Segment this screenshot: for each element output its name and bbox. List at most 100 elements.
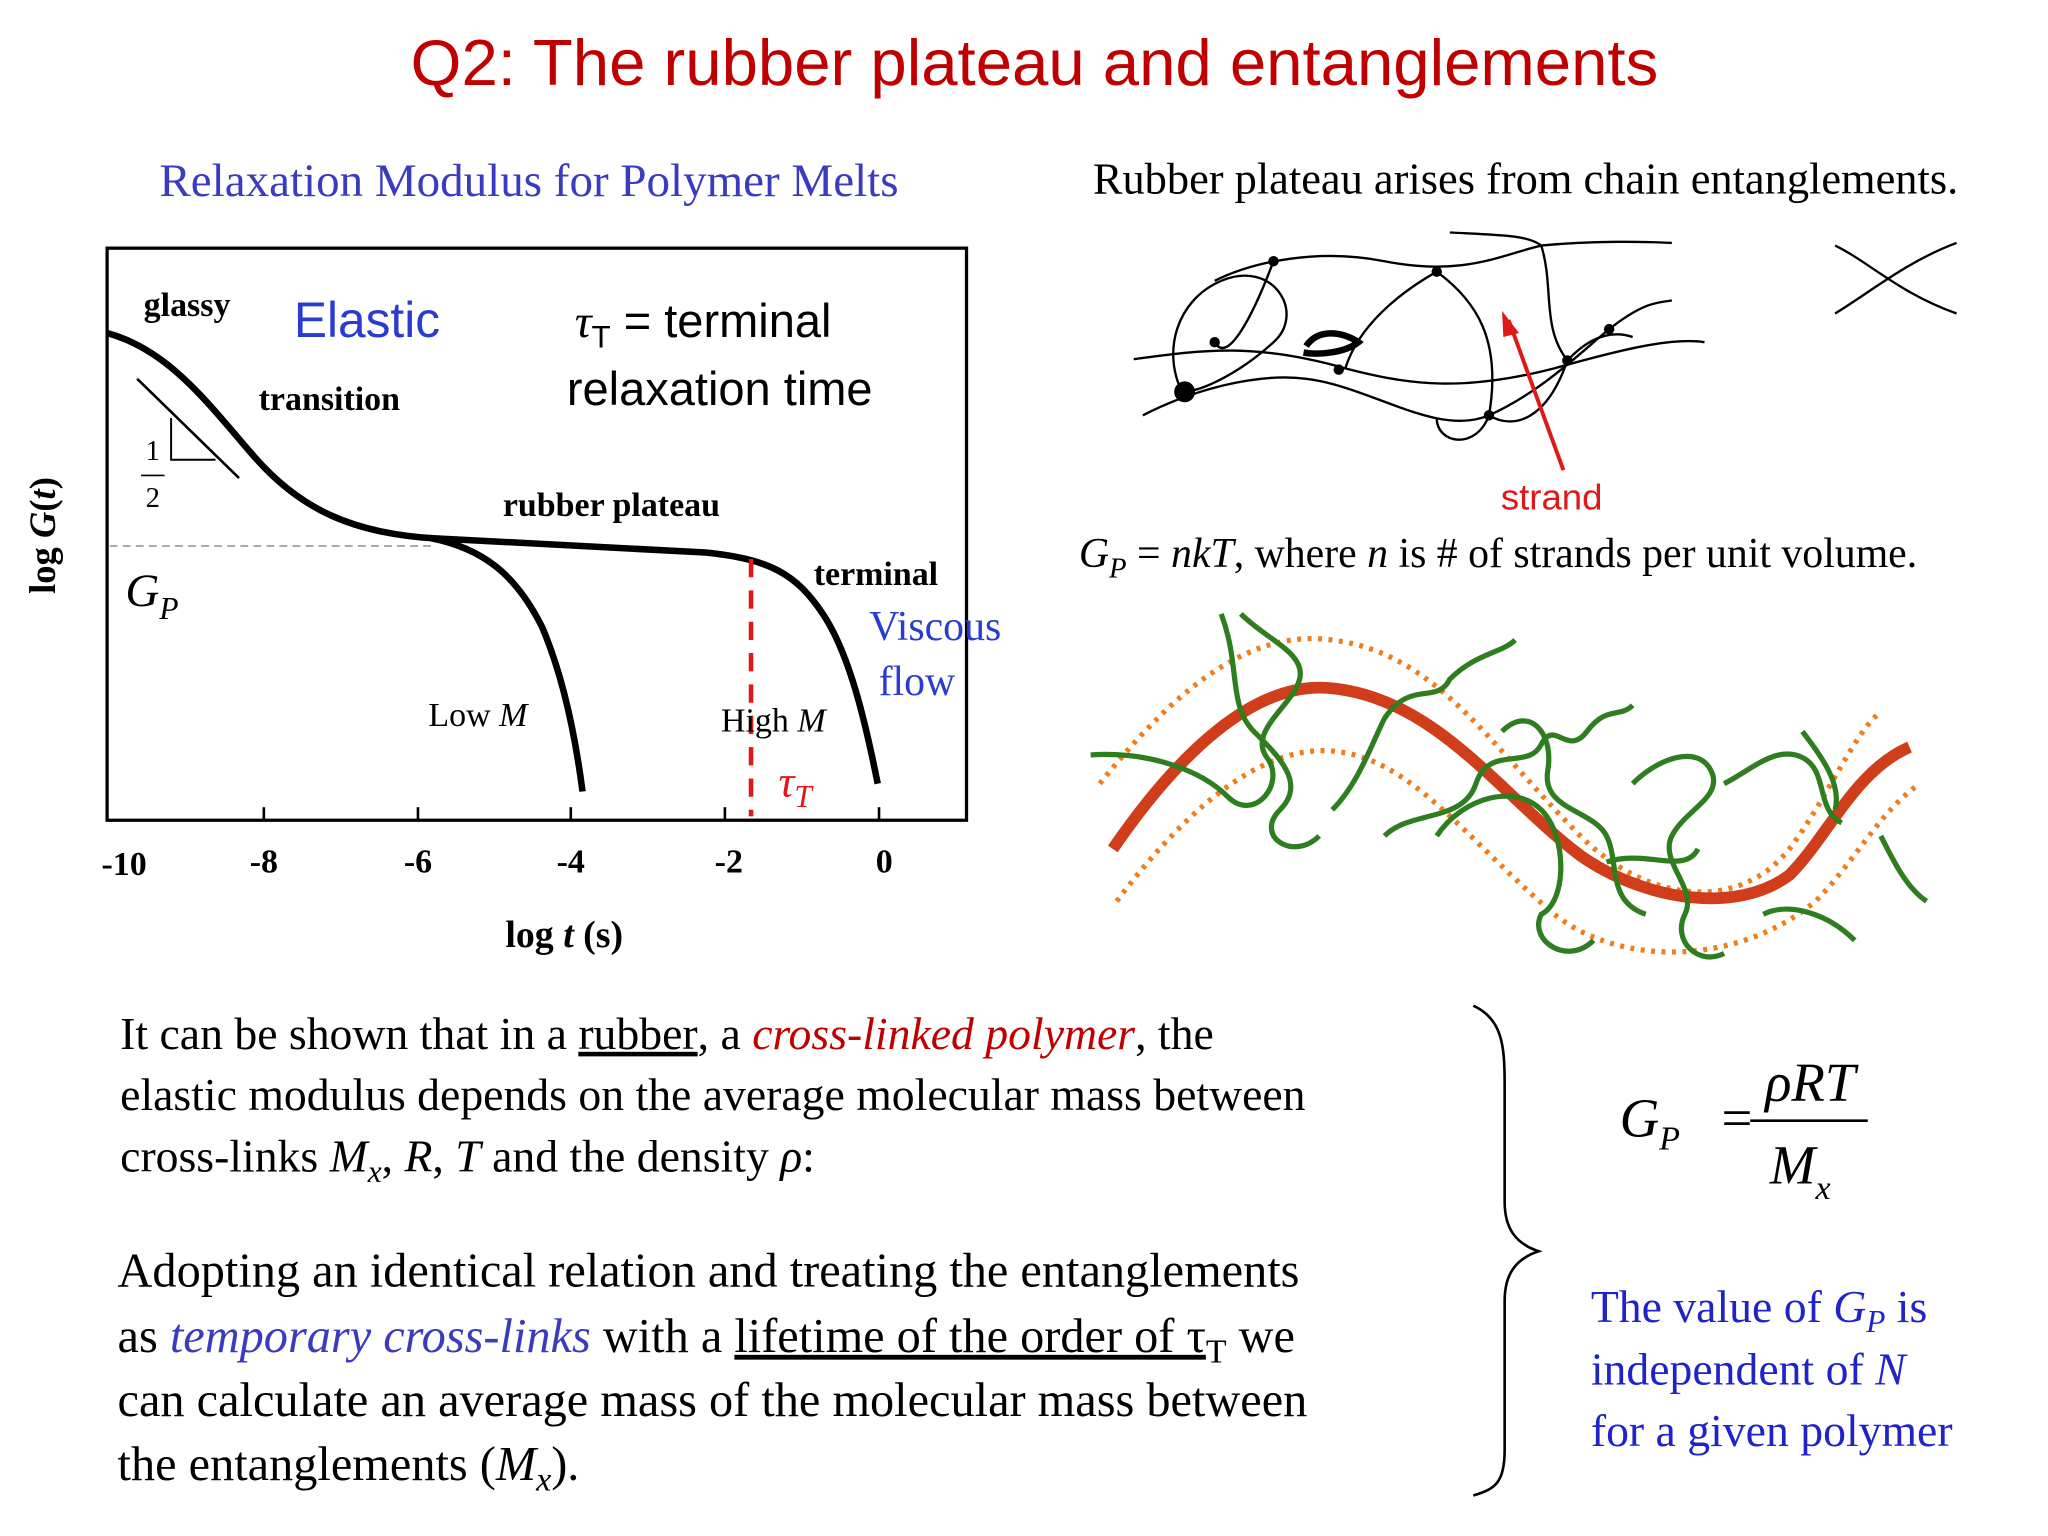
gp-label: GP [125, 565, 178, 626]
text-line: It can be shown that in a rubber, a cros… [120, 1008, 1214, 1059]
label-part: log [505, 914, 563, 956]
figure-title: Relaxation Modulus for Polymer Melts [159, 155, 898, 207]
chain [1214, 240, 1672, 282]
label-part: (s) [574, 914, 623, 956]
slope-denominator: 2 [146, 482, 160, 514]
note-part: The value of [1591, 1281, 1833, 1332]
point [1483, 410, 1495, 421]
label-part: M [796, 702, 827, 739]
chain [1133, 339, 1705, 385]
formula-numerator: ρRT [1763, 1052, 1859, 1113]
text-part: with a [591, 1310, 735, 1363]
x-ticks [262, 807, 881, 821]
chain [1172, 274, 1288, 394]
viscous-label: Viscous [869, 604, 1001, 650]
tau-t-label: τT [778, 757, 814, 814]
chain [1605, 729, 1839, 865]
text-line: the entanglements (Mx). [118, 1438, 580, 1498]
chain [1488, 333, 1634, 423]
note-part: N [1874, 1343, 1908, 1394]
x-tick-label: -10 [101, 846, 146, 883]
text-part: ). [551, 1438, 579, 1491]
formula-equals: = [1721, 1087, 1752, 1148]
formula-part: P [1658, 1120, 1680, 1157]
text-part: , [432, 1131, 455, 1182]
note-line: The value of GP is [1591, 1281, 1927, 1339]
label-part: High [721, 702, 797, 739]
x-tick-label: -6 [404, 843, 432, 880]
x-tick-label: -8 [250, 843, 278, 880]
text-part: as [118, 1310, 170, 1363]
text-part: x [535, 1461, 551, 1498]
x-tick-label: -2 [715, 843, 743, 880]
chain [1330, 638, 1517, 812]
tau-subscript: T [592, 319, 611, 354]
slide-title: Q2: The rubber plateau and entanglements [411, 26, 1659, 99]
chain [1344, 270, 1494, 441]
paragraph-1: It can be shown that in a rubber, a cros… [120, 1008, 1305, 1189]
eq-part: n [1367, 531, 1388, 577]
strand-arrow [1506, 319, 1566, 471]
eq-part: = [1127, 531, 1171, 577]
note-part: P [1865, 1304, 1885, 1339]
y-axis-label: log G(t) [22, 477, 63, 594]
glassy-label: glassy [144, 287, 231, 324]
chain [1500, 718, 1647, 917]
chain [1630, 753, 1726, 960]
x-tick-label: 0 [876, 843, 893, 880]
eq-part: G [1079, 531, 1109, 577]
tau-note: τT = terminal [575, 294, 832, 354]
entanglement-points [1174, 256, 1615, 421]
point [1268, 256, 1279, 267]
tau-symbol: τ [778, 757, 796, 807]
text-part: and the density [481, 1131, 781, 1182]
tau-subscript: T [794, 779, 814, 814]
label-part: t [563, 914, 575, 956]
eq-part: is # of strands per unit volume. [1388, 531, 1917, 577]
tau-text: = terminal [611, 294, 832, 347]
text-line: Adopting an identical relation and treat… [118, 1245, 1300, 1298]
note-part: is [1885, 1281, 1927, 1332]
text-part: the entanglements ( [118, 1438, 496, 1491]
text-part: It can be shown that in a [120, 1008, 578, 1059]
text-part: T [455, 1131, 484, 1182]
chain [1090, 612, 1303, 808]
point [1603, 323, 1615, 335]
formula-part: M [1769, 1134, 1819, 1195]
formula-part: G [1620, 1087, 1660, 1148]
x-axis-label: log t (s) [505, 914, 623, 956]
tube-wall [1114, 748, 1922, 955]
text-part: rubber [578, 1008, 697, 1059]
slope-line [136, 377, 240, 479]
high-m-curve [106, 329, 881, 785]
point [1562, 355, 1573, 366]
label-part: Low [428, 697, 499, 734]
note-line: independent of N [1591, 1343, 1908, 1394]
paragraph-2: Adopting an identical relation and treat… [118, 1245, 1308, 1499]
text-part: T [1206, 1333, 1227, 1370]
gp-subscript: P [158, 591, 178, 626]
text-part: x [367, 1154, 382, 1189]
low-m-label: Low M [428, 697, 529, 734]
chain [1434, 793, 1596, 954]
x-tick-labels: -10 -8 -6 -4 -2 0 [101, 843, 892, 883]
terminal-label: terminal [814, 556, 938, 593]
text-part: we [1227, 1310, 1295, 1363]
slope-triangle [170, 417, 216, 461]
slope-numerator: 1 [146, 435, 160, 467]
high-m-label: High M [721, 702, 827, 739]
label-part: ( [22, 499, 63, 511]
tau-symbol: τ [575, 296, 594, 348]
eq-part: P [1108, 552, 1127, 584]
text-part: , the [1135, 1008, 1214, 1059]
strand-equation: GP = nkT, where n is # of strands per un… [1079, 531, 1917, 584]
tube-walls [1097, 636, 1922, 955]
point [1431, 266, 1442, 277]
gp-symbol: G [125, 565, 159, 617]
note-line: for a given polymer [1591, 1405, 1953, 1456]
text-part: cross-linked polymer [752, 1008, 1135, 1059]
text-part: R [403, 1131, 432, 1182]
text-line: cross-links Mx, R, T and the density ρ: [120, 1131, 815, 1189]
label-part: ) [22, 477, 63, 489]
